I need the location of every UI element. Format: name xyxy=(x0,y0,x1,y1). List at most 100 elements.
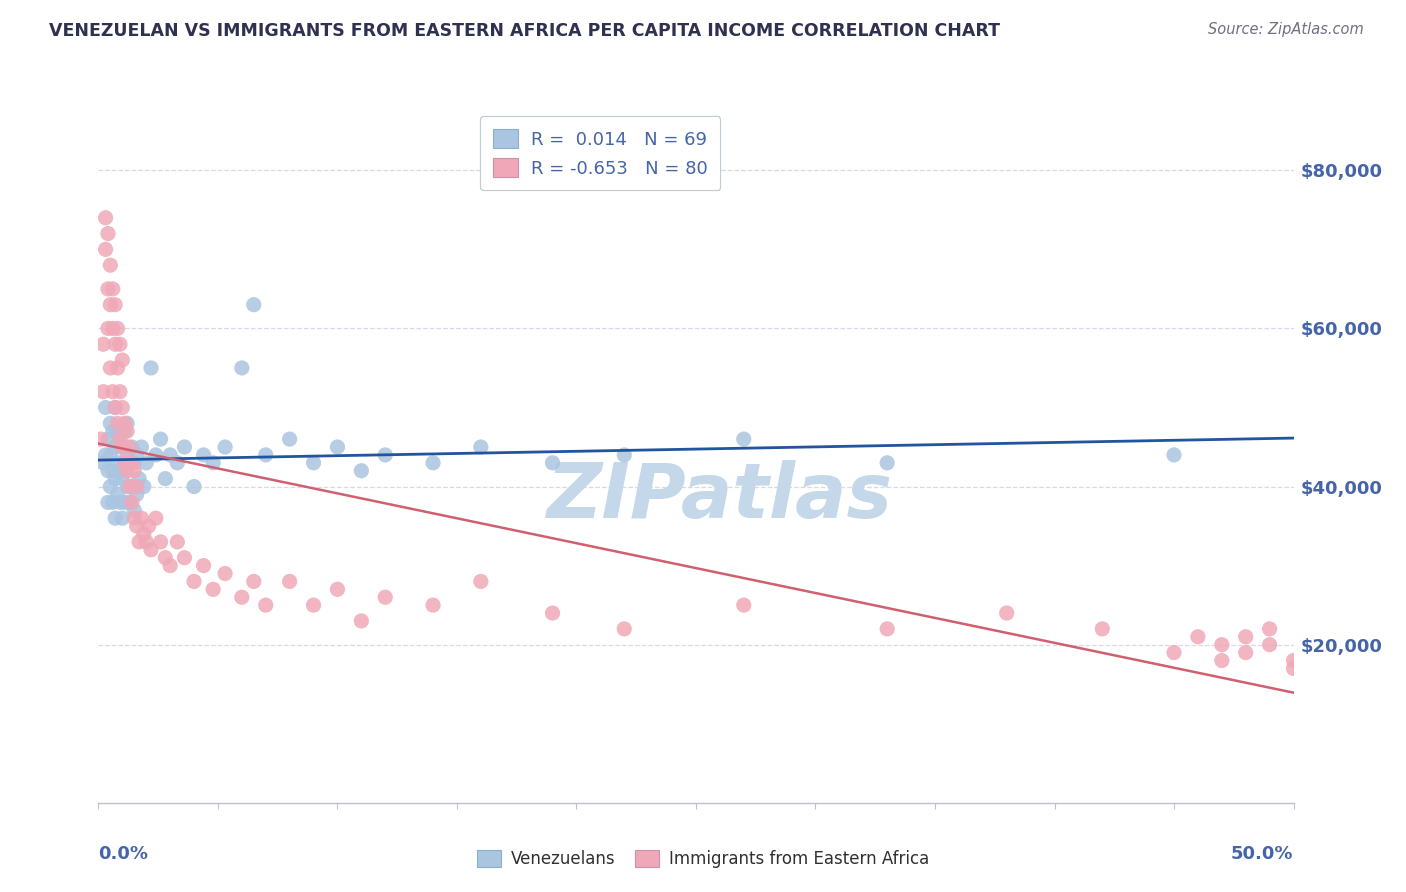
Point xyxy=(733,598,755,612)
Point xyxy=(202,582,225,597)
Point xyxy=(243,574,266,589)
Point xyxy=(243,298,266,312)
Point xyxy=(97,227,120,241)
Point xyxy=(104,401,127,415)
Point xyxy=(135,456,157,470)
Point xyxy=(302,598,325,612)
Point xyxy=(101,495,124,509)
Point xyxy=(104,401,127,415)
Point xyxy=(115,424,138,438)
Point xyxy=(108,464,131,478)
Point xyxy=(104,337,127,351)
Point xyxy=(97,282,120,296)
Point xyxy=(115,479,138,493)
Point xyxy=(125,519,148,533)
Point xyxy=(107,417,129,431)
Point xyxy=(108,432,131,446)
Point xyxy=(1258,622,1281,636)
Point xyxy=(101,321,124,335)
Point xyxy=(1282,661,1305,675)
Point xyxy=(94,401,117,415)
Point xyxy=(128,535,150,549)
Point xyxy=(104,440,127,454)
Point xyxy=(139,542,162,557)
Point xyxy=(422,598,444,612)
Point xyxy=(111,353,134,368)
Point xyxy=(125,487,148,501)
Point xyxy=(91,456,114,470)
Point xyxy=(995,606,1018,620)
Point xyxy=(94,243,117,257)
Point xyxy=(166,535,188,549)
Point xyxy=(107,321,129,335)
Point xyxy=(278,574,301,589)
Point xyxy=(876,622,898,636)
Point xyxy=(108,337,131,351)
Point xyxy=(135,535,157,549)
Point xyxy=(114,417,136,431)
Point xyxy=(159,448,181,462)
Point xyxy=(121,495,143,509)
Point xyxy=(132,527,155,541)
Text: ZIPatlas: ZIPatlas xyxy=(547,459,893,533)
Point xyxy=(1163,448,1185,462)
Point xyxy=(131,511,153,525)
Point xyxy=(155,472,177,486)
Point xyxy=(138,519,160,533)
Point xyxy=(231,591,253,605)
Point xyxy=(125,448,148,462)
Point xyxy=(1258,638,1281,652)
Point xyxy=(193,448,215,462)
Point xyxy=(115,448,138,462)
Text: 50.0%: 50.0% xyxy=(1232,845,1294,863)
Point xyxy=(173,440,195,454)
Point xyxy=(326,582,349,597)
Point xyxy=(155,550,177,565)
Point xyxy=(118,440,141,454)
Point xyxy=(278,432,301,446)
Point xyxy=(108,432,131,446)
Point xyxy=(374,448,396,462)
Point xyxy=(97,495,120,509)
Point xyxy=(254,448,277,462)
Point xyxy=(124,464,146,478)
Point xyxy=(104,472,127,486)
Point xyxy=(422,456,444,470)
Point xyxy=(374,591,396,605)
Point xyxy=(107,424,129,438)
Point xyxy=(145,448,167,462)
Point xyxy=(125,479,148,493)
Point xyxy=(302,456,325,470)
Point xyxy=(1091,622,1114,636)
Point xyxy=(111,401,134,415)
Point xyxy=(115,464,138,478)
Point xyxy=(118,495,141,509)
Point xyxy=(613,622,636,636)
Point xyxy=(145,511,167,525)
Point xyxy=(107,487,129,501)
Point xyxy=(97,321,120,335)
Point xyxy=(98,361,122,376)
Point xyxy=(98,258,122,272)
Point xyxy=(470,440,492,454)
Point xyxy=(91,384,114,399)
Point xyxy=(132,479,155,493)
Point xyxy=(91,337,114,351)
Point xyxy=(114,456,136,470)
Point xyxy=(326,440,349,454)
Point xyxy=(1211,653,1233,667)
Point xyxy=(183,479,205,493)
Point xyxy=(254,598,277,612)
Point xyxy=(214,566,236,581)
Point xyxy=(97,464,120,478)
Point xyxy=(350,464,373,478)
Point xyxy=(101,424,124,438)
Point xyxy=(541,456,564,470)
Point xyxy=(94,448,117,462)
Text: VENEZUELAN VS IMMIGRANTS FROM EASTERN AFRICA PER CAPITA INCOME CORRELATION CHART: VENEZUELAN VS IMMIGRANTS FROM EASTERN AF… xyxy=(49,22,1000,40)
Point xyxy=(613,448,636,462)
Point xyxy=(115,417,138,431)
Legend: R =  0.014   N = 69, R = -0.653   N = 80: R = 0.014 N = 69, R = -0.653 N = 80 xyxy=(481,116,720,190)
Point xyxy=(98,448,122,462)
Point xyxy=(183,574,205,589)
